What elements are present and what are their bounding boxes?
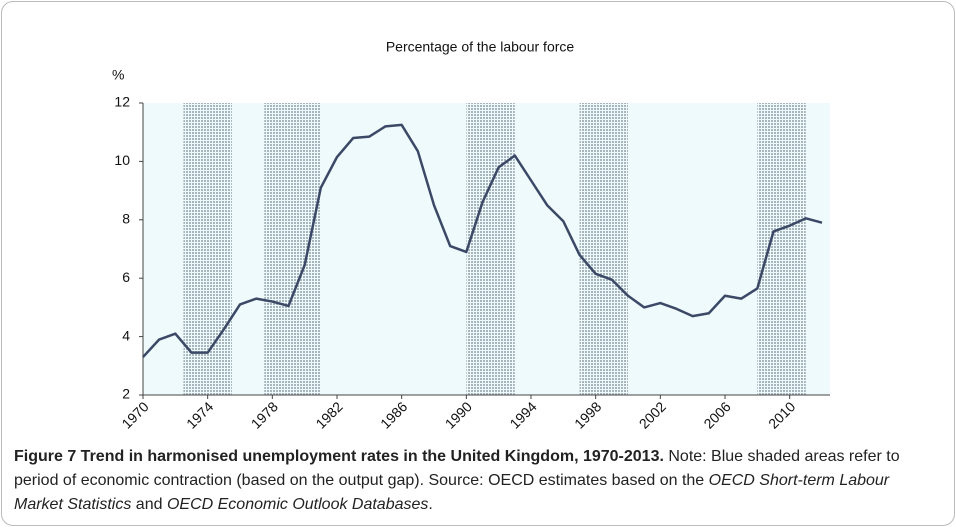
x-tick-label: 2010 — [765, 398, 798, 431]
caption-text: and — [131, 496, 167, 513]
x-tick-label: 2002 — [636, 398, 669, 431]
shaded-period — [466, 103, 515, 395]
chart-subtitle: Percentage of the labour force — [386, 39, 575, 55]
y-tick-label: 6 — [122, 269, 130, 285]
caption-note: Note: Blue shaded areas refer to period … — [14, 448, 900, 489]
x-tick-label: 2006 — [700, 398, 733, 431]
x-tick-label: 1986 — [377, 398, 410, 431]
shaded-period — [757, 103, 806, 395]
x-tick-label: 1990 — [442, 398, 475, 431]
caption-source: OECD Economic Outlook Databases — [166, 496, 429, 513]
x-tick-label: 1994 — [506, 398, 539, 431]
y-tick-label: 4 — [122, 327, 130, 343]
y-unit: % — [112, 67, 124, 83]
x-tick-label: 1974 — [183, 398, 216, 431]
data-line — [142, 123, 823, 358]
chart: Percentage of the labour force % 2 4 6 8 10 1… — [112, 39, 830, 432]
x-tick-label: 1982 — [312, 398, 345, 431]
caption: Figure 7 Trend in harmonised unemploymen… — [14, 445, 939, 517]
shaded-period — [579, 103, 628, 395]
shaded-period — [264, 103, 321, 395]
x-tick-label: 1998 — [571, 398, 604, 431]
caption-text: . — [428, 496, 433, 513]
y-tick-label: 10 — [114, 152, 130, 168]
y-tick-label: 2 — [122, 386, 130, 402]
y-tick-label: 8 — [122, 211, 130, 227]
shaded-period — [183, 103, 232, 395]
x-tick-label: 1978 — [248, 398, 281, 431]
caption-title: Figure 7 Trend in harmonised unemploymen… — [14, 448, 664, 465]
y-tick-label: 12 — [114, 94, 130, 110]
x-tick-label: 1970 — [118, 398, 151, 431]
caption-source: OECD Short-term Labour Market Statistics — [14, 472, 890, 513]
